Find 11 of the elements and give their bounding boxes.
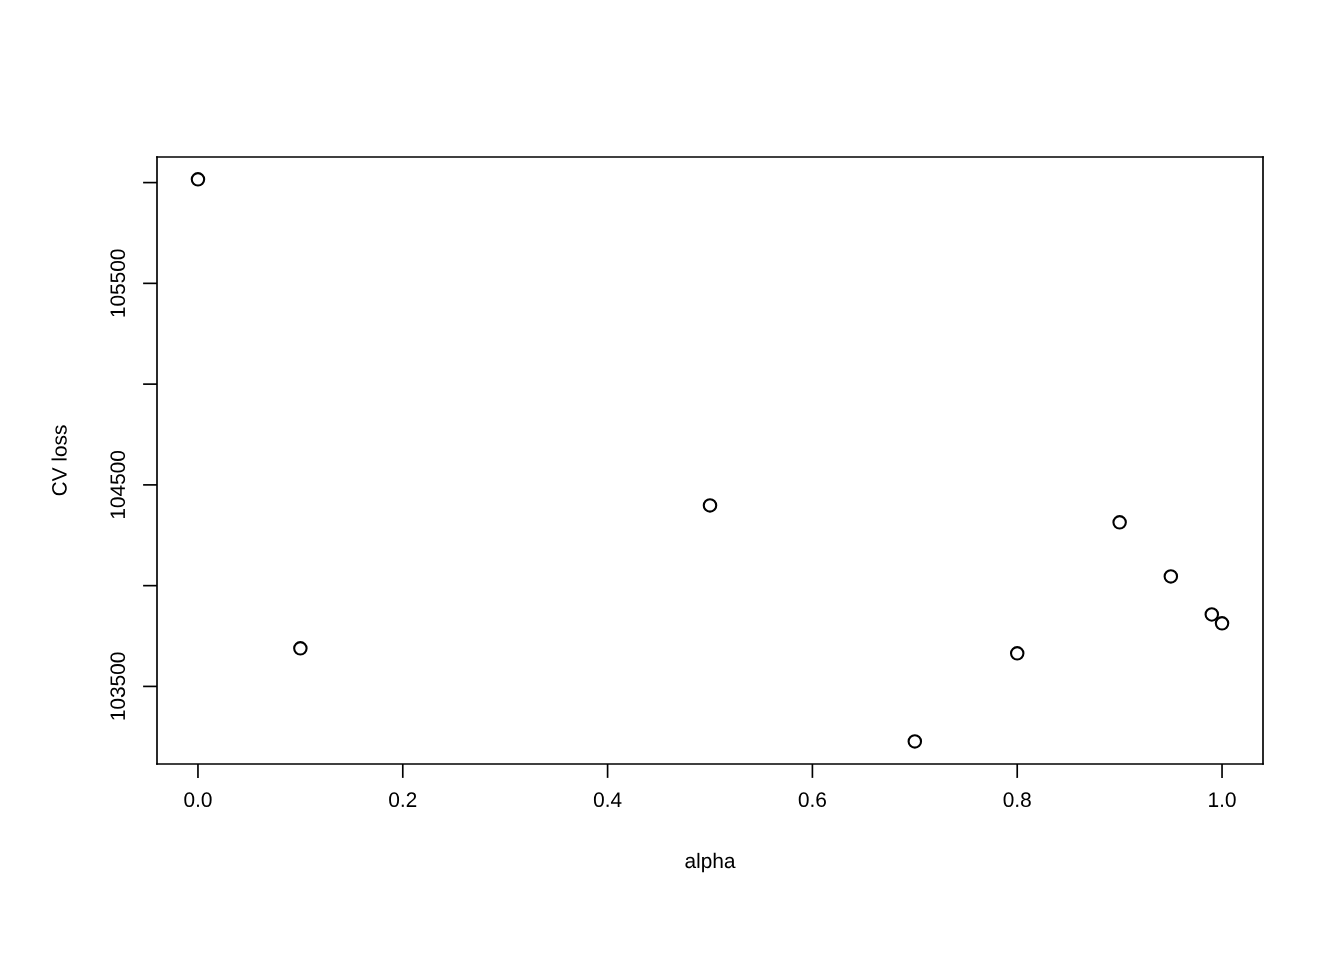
x-axis-title: alpha <box>685 852 736 873</box>
x-tick-label: 0.0 <box>184 792 212 808</box>
y-tick-label: 104500 <box>110 450 126 519</box>
x-tick-label: 0.6 <box>798 792 826 808</box>
x-tick-label: 0.2 <box>389 792 417 808</box>
x-tick-label: 1.0 <box>1209 792 1236 808</box>
x-tick-label: 0.8 <box>1003 792 1031 808</box>
y-axis-title: CV loss <box>51 425 67 496</box>
y-tick-label: 103500 <box>110 652 126 720</box>
x-tick-label: 0.4 <box>593 792 622 808</box>
y-tick-label: 105500 <box>110 249 126 317</box>
